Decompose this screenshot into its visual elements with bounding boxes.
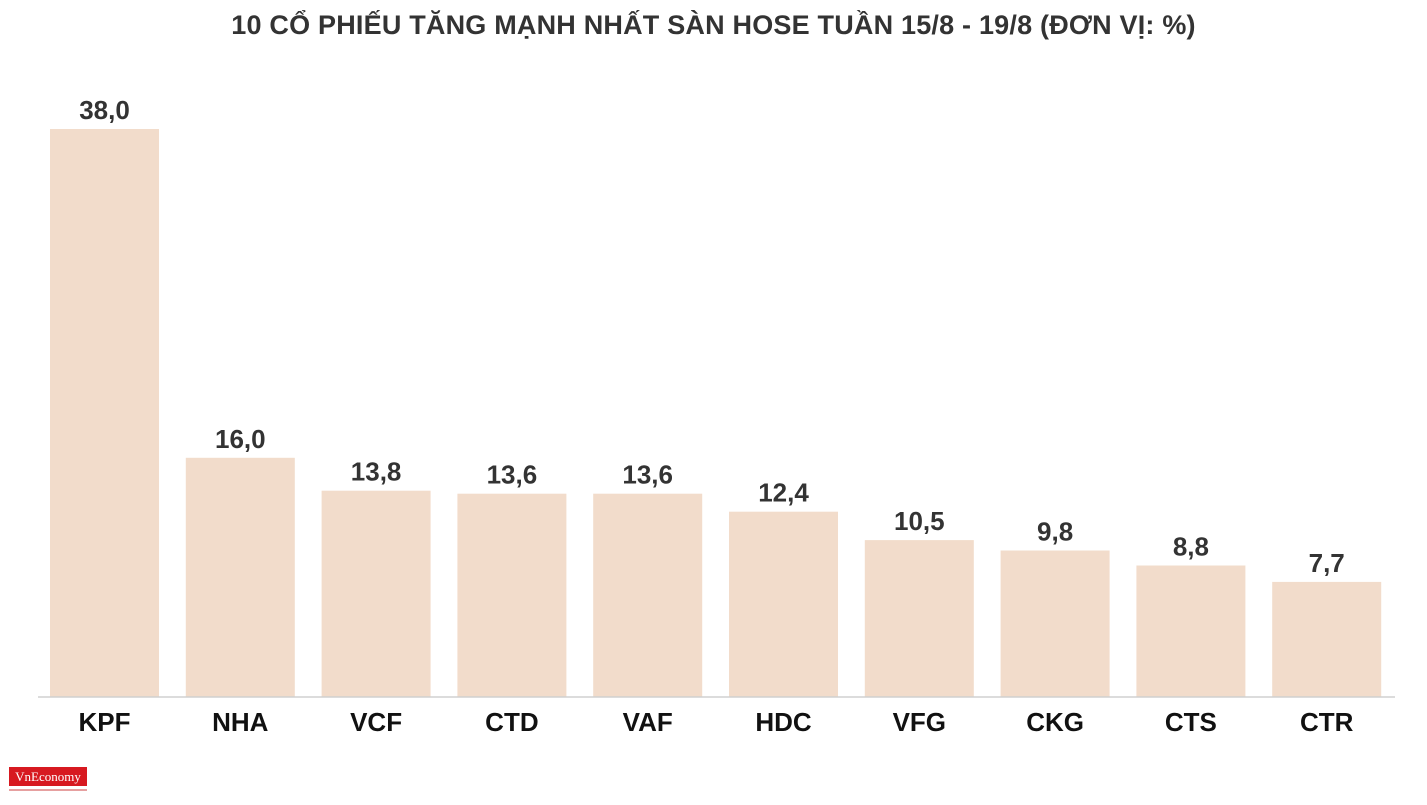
vneconomy-logo: VnEconomy (9, 767, 87, 793)
x-tick-label-vfg: VFG (893, 707, 946, 737)
value-label-vaf: 13,6 (622, 460, 673, 490)
value-label-hdc: 12,4 (758, 478, 809, 508)
x-tick-label-nha: NHA (212, 707, 269, 737)
value-label-ctr: 7,7 (1309, 548, 1345, 578)
x-tick-label-ctr: CTR (1300, 707, 1354, 737)
value-label-kpf: 38,0 (79, 95, 130, 125)
logo-underline (9, 789, 87, 791)
chart-title: 10 CỔ PHIẾU TĂNG MẠNH NHẤT SÀN HOSE TUẦN… (231, 10, 1196, 40)
x-tick-label-ckg: CKG (1026, 707, 1084, 737)
bar-ctd (457, 493, 567, 697)
value-label-vcf: 13,8 (351, 457, 402, 487)
bar-vcf (321, 490, 431, 697)
value-labels-group: 38,0 16,0 13,8 13,6 13,6 12,4 10,5 9,8 8,8 7,7 (79, 95, 1345, 578)
bar-kpf (50, 129, 159, 697)
x-tick-label-hdc: HDC (755, 707, 812, 737)
bar-vaf (593, 493, 703, 697)
bar-ctr (1272, 581, 1382, 697)
bar-cts (1136, 565, 1246, 697)
x-tick-labels-group: KPF NHA VCF CTD VAF HDC VFG CKG CTS CTR (79, 707, 1354, 737)
logo-text: VnEconomy (9, 767, 87, 786)
bars-group (50, 129, 1382, 697)
x-tick-label-cts: CTS (1165, 707, 1217, 737)
value-label-ctd: 13,6 (487, 460, 538, 490)
bar-vfg (864, 540, 974, 697)
bar-hdc (729, 511, 838, 697)
value-label-vfg: 10,5 (894, 506, 945, 536)
x-tick-label-ctd: CTD (485, 707, 538, 737)
value-label-cts: 8,8 (1173, 532, 1209, 562)
x-tick-label-vaf: VAF (623, 707, 673, 737)
bar-ckg (1000, 550, 1110, 697)
x-tick-label-kpf: KPF (79, 707, 131, 737)
bar-nha (185, 457, 295, 697)
value-label-nha: 16,0 (215, 424, 266, 454)
x-tick-label-vcf: VCF (350, 707, 402, 737)
value-label-ckg: 9,8 (1037, 517, 1073, 547)
